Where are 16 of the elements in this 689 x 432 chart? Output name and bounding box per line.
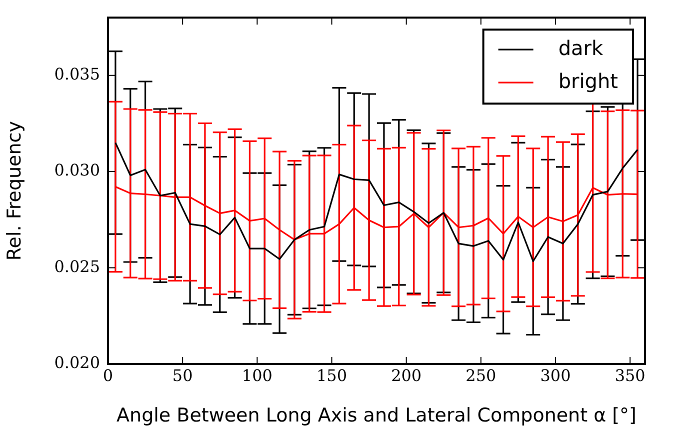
y-tick-label: 0.020: [54, 353, 100, 372]
x-axis-title: Angle Between Long Axis and Lateral Component α [°]: [116, 404, 636, 427]
legend-label: dark: [558, 36, 604, 60]
x-tick-label: 350: [614, 366, 646, 385]
y-tick-label: 0.025: [54, 256, 100, 276]
x-tick-label: 0: [102, 366, 114, 385]
legend-label: bright: [558, 68, 618, 93]
y-tick-label: 0.035: [54, 64, 100, 84]
x-tick-label: 300: [540, 366, 571, 385]
x-tick-label: 250: [466, 366, 496, 385]
x-tick-label: 200: [391, 366, 422, 385]
x-tick-label: 100: [242, 366, 272, 385]
x-tick-label: 150: [316, 366, 348, 385]
y-axis-title: Rel. Frequency: [3, 121, 26, 261]
y-tick-label: 0.030: [54, 160, 100, 180]
x-tick-label: 50: [172, 366, 193, 385]
